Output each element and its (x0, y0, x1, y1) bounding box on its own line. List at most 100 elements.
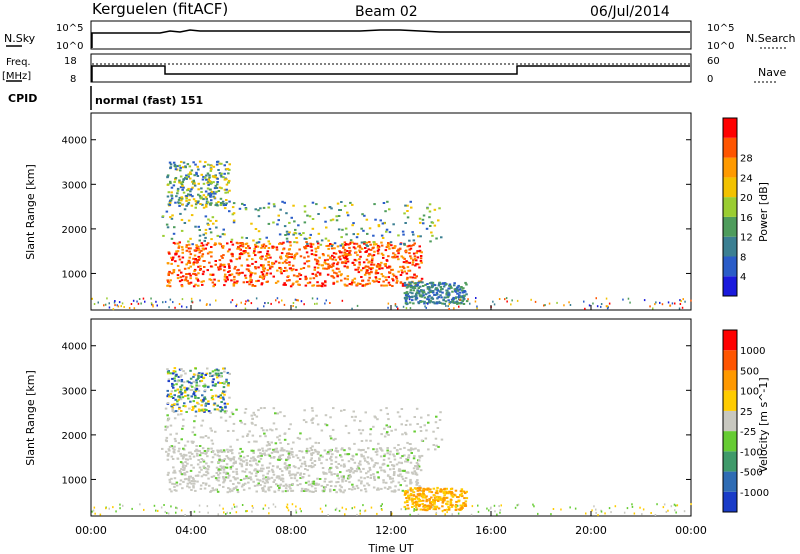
echo-cell (180, 229, 184, 232)
echo-cell (416, 250, 419, 253)
echo-cell (204, 467, 207, 470)
echo-cell (365, 271, 368, 274)
echo-cell (167, 417, 171, 420)
echo-cell (305, 451, 309, 454)
echo-cell (288, 231, 291, 234)
echo-cell (188, 165, 192, 168)
echo-cell (235, 473, 239, 476)
echo-cell (437, 219, 440, 222)
echo-cell (291, 283, 294, 286)
echo-cell (225, 188, 228, 191)
echo-cell (205, 197, 208, 200)
echo-cell (346, 284, 349, 287)
echo-cell (218, 242, 221, 245)
echo-cell (119, 503, 121, 506)
echo-cell (191, 409, 194, 411)
echo-cell (643, 299, 646, 302)
x-tick-label: 20:00 (575, 524, 607, 537)
echo-cell (342, 477, 345, 480)
echo-cell (220, 172, 223, 175)
echo-cell (504, 298, 506, 301)
echo-cell (215, 478, 219, 481)
echo-cell (412, 285, 415, 288)
echo-cell (409, 488, 412, 491)
echo-cell (309, 233, 312, 236)
echo-cell (198, 194, 202, 197)
colorbar-tick-label: 500 (740, 366, 759, 377)
echo-cell (402, 233, 405, 236)
echo-cell (182, 191, 186, 194)
echo-cell (416, 256, 420, 259)
echo-cell (302, 490, 305, 492)
echo-cell (261, 255, 264, 258)
echo-cell (288, 474, 292, 477)
echo-cell (209, 195, 212, 198)
echo-cell (321, 455, 324, 458)
echo-cell (202, 452, 205, 455)
echo-cell (449, 285, 453, 288)
echo-cell (311, 284, 314, 287)
echo-cell (398, 470, 402, 473)
echo-cell (200, 249, 203, 252)
echo-cell (378, 267, 381, 270)
echo-cell (376, 249, 380, 252)
echo-cell (403, 501, 407, 504)
echo-cell (352, 471, 355, 474)
echo-cell (233, 278, 236, 281)
echo-cell (198, 257, 201, 260)
echo-cell (189, 277, 192, 280)
echo-cell (399, 456, 402, 459)
echo-cell (252, 451, 255, 454)
echo-cell (218, 472, 222, 475)
echo-cell (250, 472, 253, 475)
echo-cell (278, 438, 281, 441)
echo-cell (272, 503, 275, 506)
echo-cell (195, 261, 199, 264)
echo-cell (205, 178, 208, 181)
echo-cell (391, 268, 394, 271)
echo-cell (426, 508, 429, 511)
echo-cell (346, 453, 349, 456)
echo-cell (185, 470, 189, 473)
echo-cell (310, 245, 313, 248)
echo-cell (343, 265, 346, 268)
echo-cell (245, 237, 248, 239)
echo-cell (168, 481, 172, 484)
echo-cell (263, 267, 266, 270)
echo-cell (279, 267, 282, 270)
echo-cell (241, 435, 245, 438)
echo-cell (268, 242, 272, 245)
echo-cell (427, 487, 430, 490)
echo-cell (336, 261, 340, 264)
echo-cell (229, 512, 231, 514)
echo-cell (178, 269, 181, 272)
echo-cell (425, 498, 429, 501)
echo-cell (451, 513, 453, 516)
echo-cell (249, 273, 253, 276)
echo-cell (189, 469, 193, 472)
velocity-plot-frame (90, 318, 692, 517)
echo-cell (415, 461, 419, 464)
echo-cell (375, 265, 379, 268)
echo-cell (354, 251, 358, 254)
echo-cell (200, 173, 203, 176)
echo-cell (176, 274, 180, 277)
echo-cell (210, 246, 213, 248)
echo-cell (403, 470, 406, 472)
echo-cell (391, 285, 394, 287)
nsearch-tick-bottom: 10^0 (707, 41, 734, 52)
echo-cell (323, 206, 327, 209)
echo-cell (415, 275, 418, 278)
echo-cell (380, 241, 383, 244)
echo-cell (311, 201, 315, 204)
echo-cell (202, 165, 206, 168)
echo-cell (437, 445, 440, 448)
echo-cell (238, 457, 241, 460)
echo-cell (420, 261, 423, 264)
echo-cell (330, 455, 333, 458)
echo-cell (204, 435, 208, 437)
echo-cell (432, 301, 436, 304)
echo-cell (419, 255, 423, 257)
echo-cell (242, 250, 245, 253)
echo-cell (438, 419, 442, 421)
